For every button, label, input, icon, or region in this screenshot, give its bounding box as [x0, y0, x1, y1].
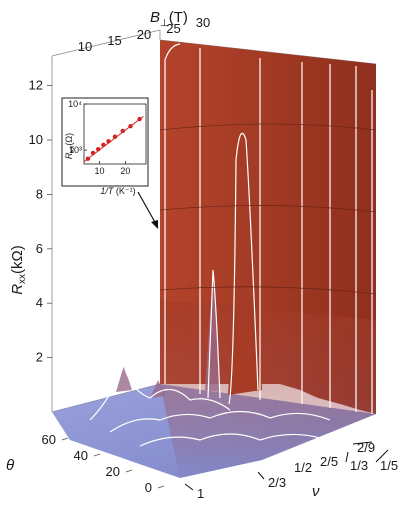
trace-lines [89, 43, 373, 447]
theta-tick-mark [93, 453, 101, 457]
z-tick-label: 4 [36, 295, 43, 310]
theta-tick-mark [157, 485, 165, 489]
surface-spike [228, 140, 262, 395]
nu-tick-label: 2/3 [268, 475, 286, 490]
b-perp-tick-label: 15 [107, 33, 121, 48]
z-tick-label: 6 [36, 241, 43, 256]
inset-pointer-arrow [137, 191, 158, 229]
inset-data-point [112, 134, 118, 139]
nu-pointer-arrow [257, 471, 265, 480]
inset-data-point [85, 156, 91, 161]
z-axis-label: Rxx(kΩ) [9, 245, 28, 295]
theta-tick-label: 40 [74, 448, 88, 463]
nu-tick-label: 1/3 [350, 458, 368, 473]
inset-xtick-label: 20 [120, 166, 130, 176]
inset-plot-area: 10³ 10⁴ 10 20 [68, 99, 147, 176]
nu-pointer-arrow [375, 449, 389, 463]
nu-tick-label: 2/5 [320, 454, 338, 469]
nu-axis-label: ν [312, 483, 320, 500]
inset-data-point [120, 128, 125, 134]
z-tick-label: 8 [36, 186, 43, 201]
nu-tick-label: 1/2 [294, 460, 312, 475]
inset-ytick-label: 10³ [69, 145, 82, 155]
b-perp-tick-label: 25 [166, 21, 180, 36]
z-axis-ticks: 2 4 6 8 10 12 [29, 78, 52, 365]
surface-fade [160, 300, 376, 478]
inset-data-point [90, 150, 96, 156]
inset-data-point [128, 124, 133, 129]
nu-tick-label: 1 [197, 486, 204, 501]
wall-grid [159, 123, 377, 295]
z-tick-label: 10 [29, 132, 43, 147]
floor-peaks [116, 270, 220, 398]
theta-axis-label: θ [6, 457, 14, 474]
b-perp-axis-ticks: 10 15 20 25 30 [78, 15, 210, 54]
b-perp-tick-label: 20 [137, 27, 151, 42]
inset-data-point [96, 146, 101, 152]
theta-axis-ticks: 0 20 40 60 [42, 432, 165, 495]
inset-frame [83, 103, 147, 165]
theta-tick-label: 20 [106, 464, 120, 479]
b-perp-axis-label: B⊥(T) [150, 9, 188, 29]
theta-tick-mark [61, 437, 69, 441]
z-tick-label: 12 [29, 78, 43, 93]
nu-pointer-arrow [352, 441, 373, 445]
nu-tick-label: 2/9 [357, 440, 375, 455]
theta-tick-label: 60 [42, 432, 56, 447]
inset-xtick-label: 10 [94, 166, 104, 176]
inset-data-point [101, 142, 106, 148]
nu-pointer-arrow [345, 451, 349, 463]
inset-data-point [106, 139, 111, 144]
theta-tick-label: 0 [145, 480, 152, 495]
inset-data-point [137, 116, 142, 122]
b-perp-tick-label: 10 [78, 39, 92, 54]
inset-panel: 10³ 10⁴ 10 20 Rxx(Ω) 1/T (K⁻¹) [61, 97, 149, 196]
inset-ylabel: Rxx(Ω) [64, 133, 76, 159]
b-perp-tick-label: 30 [196, 15, 210, 30]
nu-pointer-arrow [184, 483, 194, 491]
inset-xlabel: 1/T (K⁻¹) [100, 186, 135, 196]
z-tick-label: 2 [36, 350, 43, 365]
theta-tick-mark [125, 469, 133, 473]
inset-ytick-label: 10⁴ [68, 99, 82, 109]
nu-tick-label: 1/5 [380, 458, 398, 473]
nu-axis-ticks: 1 2/3 1/2 2/5 1/3 2/9 1/5 [184, 440, 398, 501]
